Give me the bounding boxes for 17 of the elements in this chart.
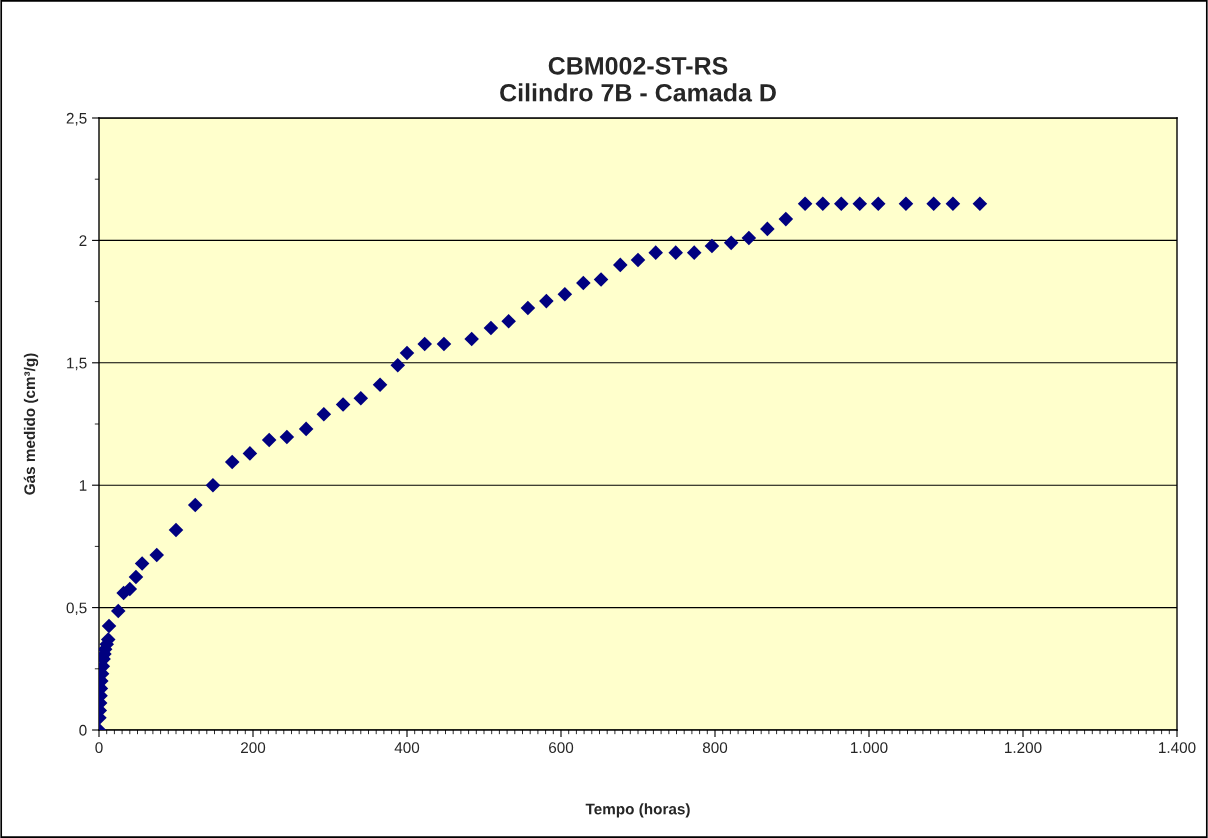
x-tick-label: 600	[549, 742, 574, 754]
x-tick-label: 400	[394, 742, 420, 754]
x-tick-label: 1.400	[1159, 742, 1196, 754]
x-tick-label: 1.000	[851, 742, 888, 754]
chart-title: CBM002-ST-RS Cilindro 7B - Camada D	[500, 56, 776, 102]
x-tick-label: 800	[702, 742, 728, 754]
y-axis-title: Gás medido (cm³/g)	[23, 353, 39, 495]
x-tick-label: 200	[241, 742, 266, 754]
y-tick-label: 2,5	[66, 112, 87, 126]
x-tick-label: 1.200	[1005, 742, 1042, 754]
y-tick-label: 0,5	[66, 602, 87, 616]
y-tick-label: 1	[79, 480, 87, 491]
y-tick-label: 2	[79, 235, 87, 246]
x-axis-title: Tempo (horas)	[585, 803, 690, 818]
y-tick-label: 1,5	[67, 357, 87, 371]
x-tick-label: 0	[95, 742, 103, 754]
y-tick-label: 0	[79, 724, 87, 736]
